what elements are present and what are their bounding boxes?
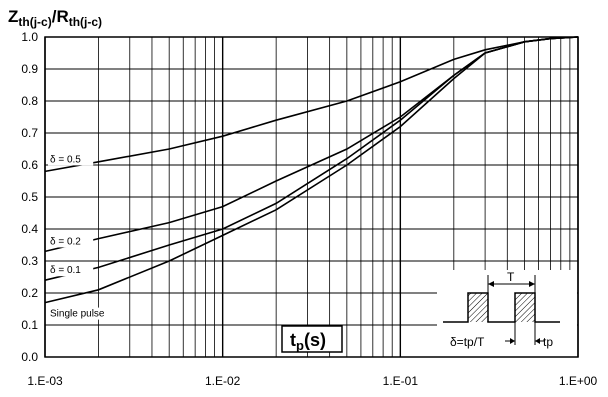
series-label-bg	[48, 235, 94, 248]
series-label: δ = 0.2	[48, 235, 94, 248]
tp-arrowhead-right	[535, 338, 540, 344]
series-line	[44, 36, 579, 304]
ylabel-slash: /R	[52, 7, 69, 26]
series-label-bg	[48, 153, 94, 166]
y-axis-title: Zth(j-c)/Rth(j-c)	[8, 7, 102, 29]
y-tick-label: 0.6	[21, 158, 38, 172]
series-label-text: δ = 0.1	[50, 265, 81, 276]
x-tick-labels: 1.E-03 1.E-02 1.E-01 1.E+00	[27, 374, 597, 388]
ylabel-denom-sub: th(j-c)	[69, 15, 102, 29]
x-axis-title: tp(s)	[281, 325, 343, 353]
y-tick-label: 0.7	[21, 126, 38, 140]
series-label: δ = 0.5	[48, 153, 94, 166]
series-label-text: δ = 0.2	[50, 236, 81, 247]
series-line	[44, 36, 579, 281]
pulse-hatch-1	[468, 293, 488, 322]
series-line	[44, 36, 579, 173]
y-tick-label: 1.0	[21, 30, 38, 44]
x-tick-label: 1.E+00	[559, 374, 598, 388]
ylabel-main: Z	[8, 7, 18, 26]
xlabel-main: t	[290, 330, 296, 350]
period-arrowhead-left	[488, 281, 494, 287]
y-tick-label: 0.4	[21, 222, 38, 236]
y-tick-label: 0.5	[21, 190, 38, 204]
svg-text:tp(s): tp(s)	[290, 330, 326, 353]
tp-arrowhead-left	[510, 338, 515, 344]
y-tick-label: 0.9	[21, 62, 38, 76]
y-tick-label: 0.8	[21, 94, 38, 108]
y-tick-labels: 0.0 0.1 0.2 0.3 0.4 0.5 0.6 0.7 0.8 0.9 1.0	[21, 30, 38, 364]
y-tick-label: 0.1	[21, 318, 38, 332]
x-tick-label: 1.E-02	[205, 374, 241, 388]
series-label-bg	[48, 307, 122, 320]
pulse-inset: T δ=tp/T tp	[437, 270, 577, 357]
ylabel-main-sub: th(j-c)	[18, 15, 51, 29]
delta-formula: δ=tp/T	[450, 335, 485, 349]
series-label-bg	[48, 264, 94, 277]
tp-label: tp	[543, 335, 553, 349]
x-tick-label: 1.E-03	[27, 374, 63, 388]
xlabel-unit: (s)	[304, 330, 326, 350]
series-label: Single pulse	[48, 307, 122, 320]
series-label-text: δ = 0.5	[50, 154, 81, 165]
period-arrowhead-right	[529, 281, 535, 287]
series-label-text: Single pulse	[50, 309, 105, 320]
svg-text:Zth(j-c)/Rth(j-c): Zth(j-c)/Rth(j-c)	[8, 7, 102, 29]
series-label: δ = 0.1	[48, 264, 94, 277]
y-tick-label: 0.0	[21, 350, 38, 364]
xlabel-sub: p	[296, 338, 304, 353]
curves	[44, 36, 579, 304]
y-tick-label: 0.3	[21, 254, 38, 268]
x-axis-title-box	[281, 325, 343, 353]
period-label: T	[507, 270, 515, 284]
x-tick-label: 1.E-01	[383, 374, 419, 388]
pulse-hatch-2	[515, 293, 535, 322]
plot-frame	[44, 36, 579, 358]
y-tick-label: 0.2	[21, 286, 38, 300]
curve-labels: δ = 0.5 δ = 0.2 δ = 0.1 Single pulse	[48, 153, 122, 320]
